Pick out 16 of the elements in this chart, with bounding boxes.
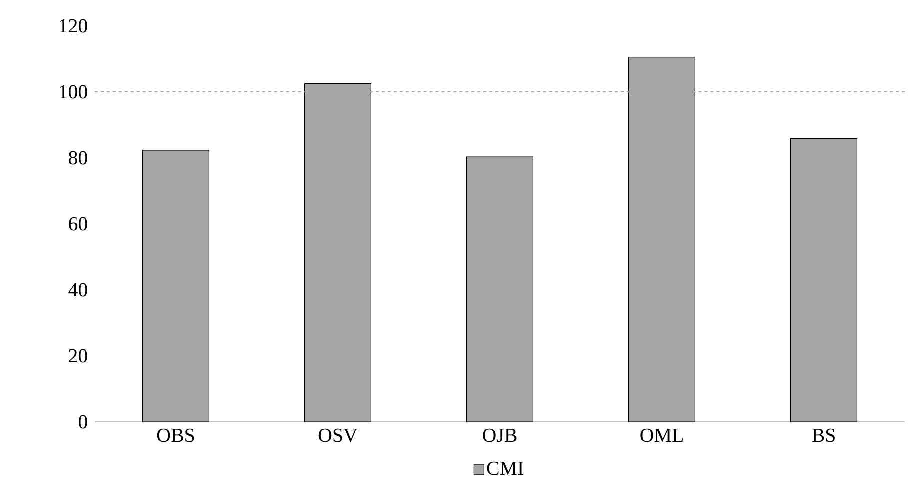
y-tick-label: 120 (60, 19, 88, 33)
x-tick-label: OSV (318, 428, 358, 442)
bar (142, 150, 210, 422)
x-tick-label: OBS (157, 428, 194, 442)
legend-label: CMI (487, 462, 524, 476)
bar (466, 156, 534, 422)
x-tick-label: OML (640, 428, 683, 442)
x-tick-label: OJB (483, 428, 517, 442)
y-tick-label: 60 (69, 217, 88, 231)
bar (790, 138, 858, 422)
y-tick-label: 80 (69, 151, 88, 165)
y-tick-label: 100 (60, 85, 88, 99)
x-tick-label: BS (812, 428, 835, 442)
y-tick-label: 40 (68, 283, 88, 297)
y-tick-label: 20 (69, 349, 88, 363)
y-tick-label: 0 (78, 415, 88, 429)
